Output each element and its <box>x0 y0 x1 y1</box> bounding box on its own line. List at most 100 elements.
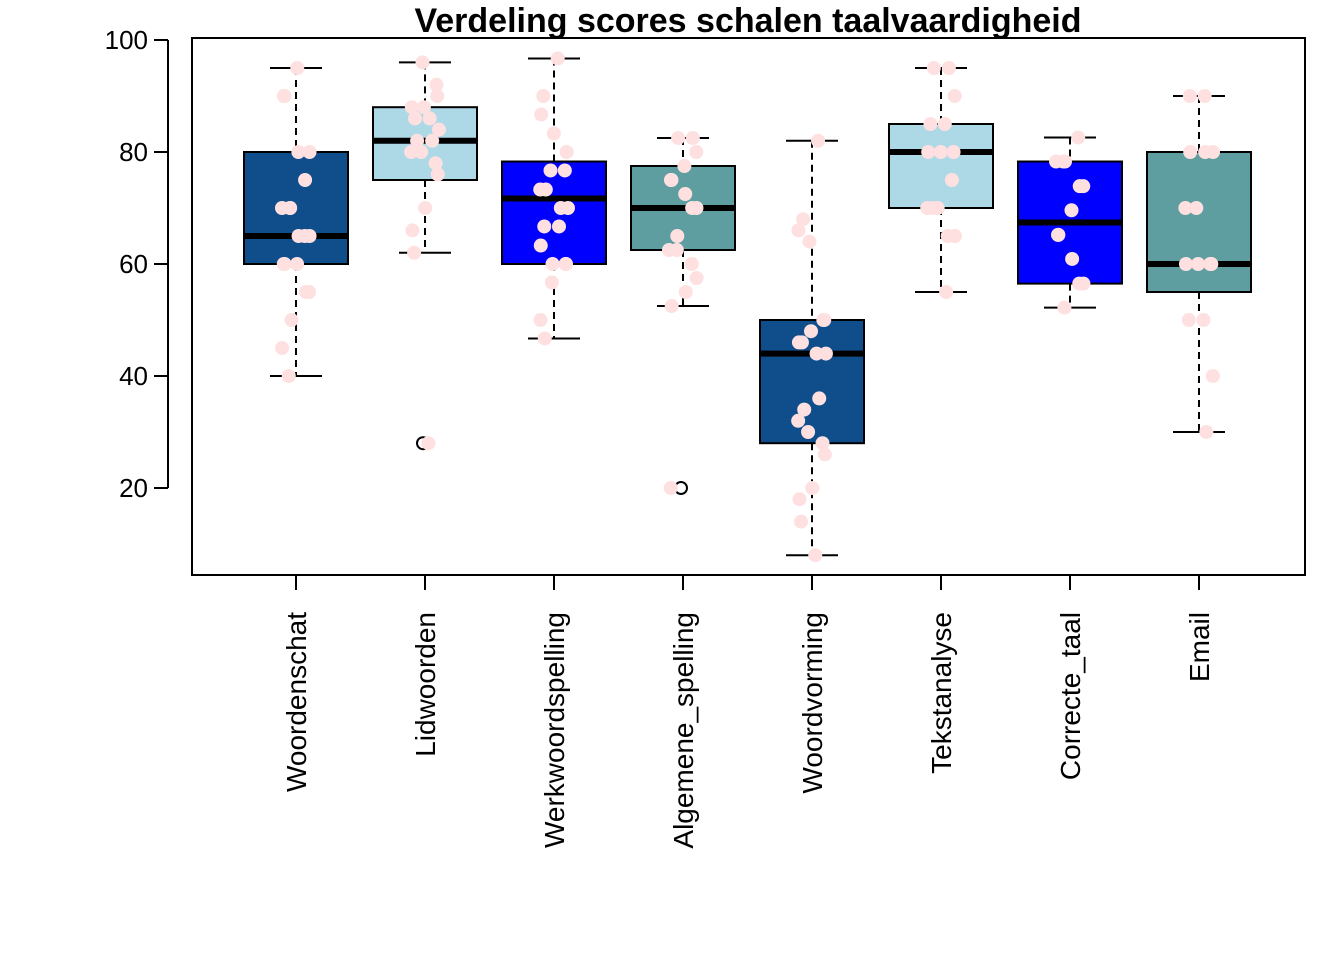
data-point <box>277 89 292 103</box>
data-point <box>944 173 959 187</box>
data-point <box>677 159 692 173</box>
data-point <box>537 219 552 234</box>
box-rect <box>243 151 349 265</box>
data-point <box>1189 201 1204 215</box>
data-point <box>551 219 566 234</box>
data-point <box>422 111 437 126</box>
data-point <box>533 313 548 327</box>
category-label-Email: Email <box>1184 612 1215 682</box>
data-point <box>678 187 693 201</box>
data-point <box>933 145 948 159</box>
data-point <box>1199 425 1214 439</box>
data-point <box>302 145 317 159</box>
box-Algemene_spelling <box>630 131 736 495</box>
data-point <box>410 133 425 148</box>
y-tick-label-100: 100 <box>105 25 148 55</box>
data-point <box>925 201 940 215</box>
data-point <box>546 126 561 141</box>
data-point <box>794 514 809 529</box>
data-point <box>1181 313 1196 327</box>
data-point <box>418 201 433 215</box>
data-point <box>808 548 823 563</box>
data-point <box>937 117 952 131</box>
data-point <box>284 313 299 327</box>
data-point <box>1205 369 1220 383</box>
data-point <box>291 145 306 159</box>
data-point <box>416 100 431 115</box>
boxes <box>243 51 1252 563</box>
data-point <box>1191 257 1206 271</box>
data-point <box>678 285 693 299</box>
data-point <box>801 425 816 439</box>
box-Lidwoorden <box>372 55 478 451</box>
data-point <box>818 346 833 361</box>
data-point <box>797 402 812 417</box>
data-point <box>1072 276 1087 291</box>
data-point <box>817 447 832 462</box>
data-point <box>817 313 832 327</box>
data-point <box>663 481 678 495</box>
data-point <box>941 61 956 75</box>
data-point <box>1204 257 1219 271</box>
data-point <box>811 133 826 148</box>
data-point <box>689 271 704 285</box>
data-point <box>1182 89 1197 103</box>
y-tick-label-20: 20 <box>119 473 148 503</box>
data-point <box>1183 145 1198 159</box>
data-point <box>946 145 961 159</box>
data-point <box>430 89 445 103</box>
data-point <box>407 245 422 260</box>
data-point <box>544 275 559 290</box>
data-point <box>559 145 574 159</box>
data-point <box>947 89 962 103</box>
y-axis: 20 40 60 80 100 <box>105 25 169 503</box>
data-point <box>1071 130 1086 145</box>
data-point <box>405 223 420 238</box>
data-point <box>685 201 700 215</box>
data-point <box>543 163 558 178</box>
y-tick-label-80: 80 <box>119 137 148 167</box>
data-point <box>805 481 820 495</box>
data-point <box>533 238 548 253</box>
data-point <box>1076 179 1091 194</box>
chart-title: Verdeling scores schalen taalvaardigheid <box>414 2 1081 40</box>
data-point <box>921 145 936 159</box>
category-label-Woordenschat: Woordenschat <box>281 612 312 792</box>
data-point <box>1196 313 1211 327</box>
data-point <box>408 111 423 126</box>
data-point <box>664 173 679 187</box>
data-point <box>815 436 830 451</box>
data-point <box>302 229 317 243</box>
y-tick-label-40: 40 <box>119 361 148 391</box>
data-point <box>404 145 419 159</box>
data-point <box>276 257 291 271</box>
data-point <box>1051 227 1066 242</box>
box-rect <box>1146 151 1252 293</box>
data-point <box>947 229 962 243</box>
box-Werkwoordspelling <box>501 51 607 346</box>
data-point <box>557 163 572 178</box>
data-point <box>558 257 573 271</box>
data-point <box>538 182 553 197</box>
data-point <box>291 229 306 243</box>
data-point <box>791 223 806 238</box>
data-point <box>560 201 575 215</box>
box-rect <box>501 160 607 266</box>
data-point <box>550 51 565 66</box>
category-label-Tekstanalyse: Tekstanalyse <box>926 612 957 774</box>
category-label-Correcte_taal: Correcte_taal <box>1055 612 1086 780</box>
category-label-Lidwoorden: Lidwoorden <box>410 612 441 757</box>
data-point <box>290 61 305 75</box>
data-point <box>923 117 938 131</box>
data-point <box>671 131 686 145</box>
box-Correcte_taal <box>1017 130 1123 315</box>
data-point <box>685 131 700 145</box>
data-point <box>689 145 704 159</box>
data-point <box>537 331 552 346</box>
box-Woordenschat <box>243 61 349 383</box>
data-point <box>796 212 811 227</box>
data-point <box>534 107 549 122</box>
plot-frame <box>191 37 1306 576</box>
box-rect <box>888 123 994 209</box>
